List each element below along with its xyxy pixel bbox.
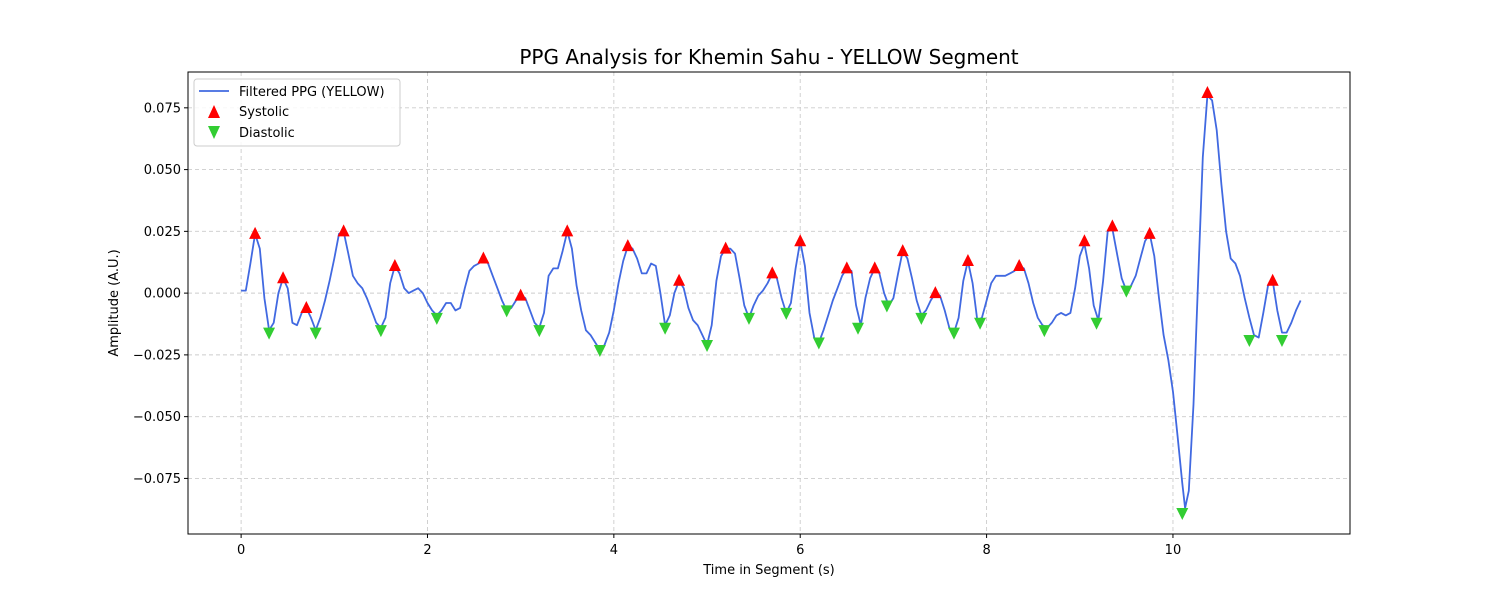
legend-diastolic-marker <box>208 126 220 139</box>
legend-label-diastolic: Diastolic <box>239 126 295 141</box>
diastolic-marker <box>701 340 714 352</box>
legend: Filtered PPG (YELLOW) Systolic Diastolic <box>193 78 401 147</box>
diastolic-marker <box>915 312 928 325</box>
systolic-marker <box>766 266 779 279</box>
systolic-marker <box>337 224 350 237</box>
x-tick-label: 0 <box>237 543 245 558</box>
y-tick-label: 0.000 <box>144 287 181 302</box>
systolic-marker <box>477 251 490 264</box>
diastolic-marker <box>309 327 322 340</box>
legend-systolic-marker <box>208 105 220 118</box>
chart-title: PPG Analysis for Khemin Sahu - YELLOW Se… <box>519 45 1018 69</box>
systolic-marker <box>561 224 574 237</box>
x-tick-label: 6 <box>796 543 804 558</box>
diastolic-marker <box>1090 317 1103 330</box>
diastolic-marker <box>533 325 546 338</box>
diastolic-marker <box>430 312 443 325</box>
diastolic-marker <box>1243 335 1256 348</box>
systolic-marker <box>1266 273 1279 286</box>
diastolic-marker <box>263 327 276 340</box>
y-tick-label: 0.025 <box>144 225 181 240</box>
diastolic-marker <box>974 317 987 330</box>
systolic-marker <box>300 300 313 313</box>
systolic-marker <box>840 261 853 274</box>
y-axis-label: Amplitude (A.U.) <box>107 249 122 356</box>
x-tick-label: 8 <box>982 543 990 558</box>
systolic-marker <box>1013 258 1026 271</box>
diastolic-marker <box>1038 325 1051 338</box>
legend-label-filtered: Filtered PPG (YELLOW) <box>239 85 385 100</box>
systolic-marker <box>1143 226 1156 239</box>
systolic-marker <box>1201 86 1214 98</box>
diastolic-marker <box>1275 335 1288 348</box>
y-tick-label: −0.025 <box>133 348 181 363</box>
diastolic-marker <box>593 344 606 357</box>
legend-label-systolic: Systolic <box>239 105 289 120</box>
systolic-marker <box>1078 234 1091 247</box>
systolic-marker <box>868 261 881 274</box>
systolic-marker <box>719 241 732 254</box>
y-tick-label: −0.050 <box>133 410 181 425</box>
diastolic-marker <box>742 312 755 325</box>
systolic-marker <box>794 234 807 247</box>
x-axis-ticks: 0 2 4 6 8 10 <box>237 534 1181 558</box>
x-tick-label: 4 <box>610 543 618 558</box>
x-tick-label: 2 <box>423 543 431 558</box>
diastolic-marker <box>851 322 864 335</box>
y-tick-label: 0.075 <box>144 101 181 116</box>
x-axis-label: Time in Segment (s) <box>702 563 834 578</box>
systolic-marker <box>514 288 527 301</box>
diastolic-marker <box>1120 285 1133 298</box>
systolic-marker <box>277 271 290 284</box>
diastolic-marker <box>500 305 513 318</box>
diastolic-marker <box>780 307 793 320</box>
systolic-marker <box>929 286 942 299</box>
systolic-marker <box>673 273 686 286</box>
diastolic-marker <box>1176 508 1189 520</box>
diastolic-marker <box>812 337 825 350</box>
y-axis-ticks: −0.075 −0.050 −0.025 0.000 0.025 0.050 0.075 <box>133 101 188 487</box>
systolic-marker <box>961 254 974 266</box>
systolic-marker <box>249 226 262 239</box>
diastolic-marker <box>947 327 960 340</box>
y-tick-label: 0.050 <box>144 163 181 178</box>
diastolic-marker <box>659 322 672 335</box>
plot-series <box>241 86 1302 520</box>
diastolic-marker <box>374 325 387 338</box>
plot-area-frame <box>187 71 1351 535</box>
systolic-marker <box>896 244 909 257</box>
x-tick-label: 10 <box>1165 543 1182 558</box>
legend-box <box>193 78 401 147</box>
systolic-marker <box>1106 219 1119 232</box>
systolic-marker <box>621 239 634 252</box>
grid <box>188 72 1350 534</box>
systolic-marker <box>388 258 401 271</box>
y-tick-label: −0.075 <box>133 472 181 487</box>
diastolic-marker <box>880 300 893 313</box>
